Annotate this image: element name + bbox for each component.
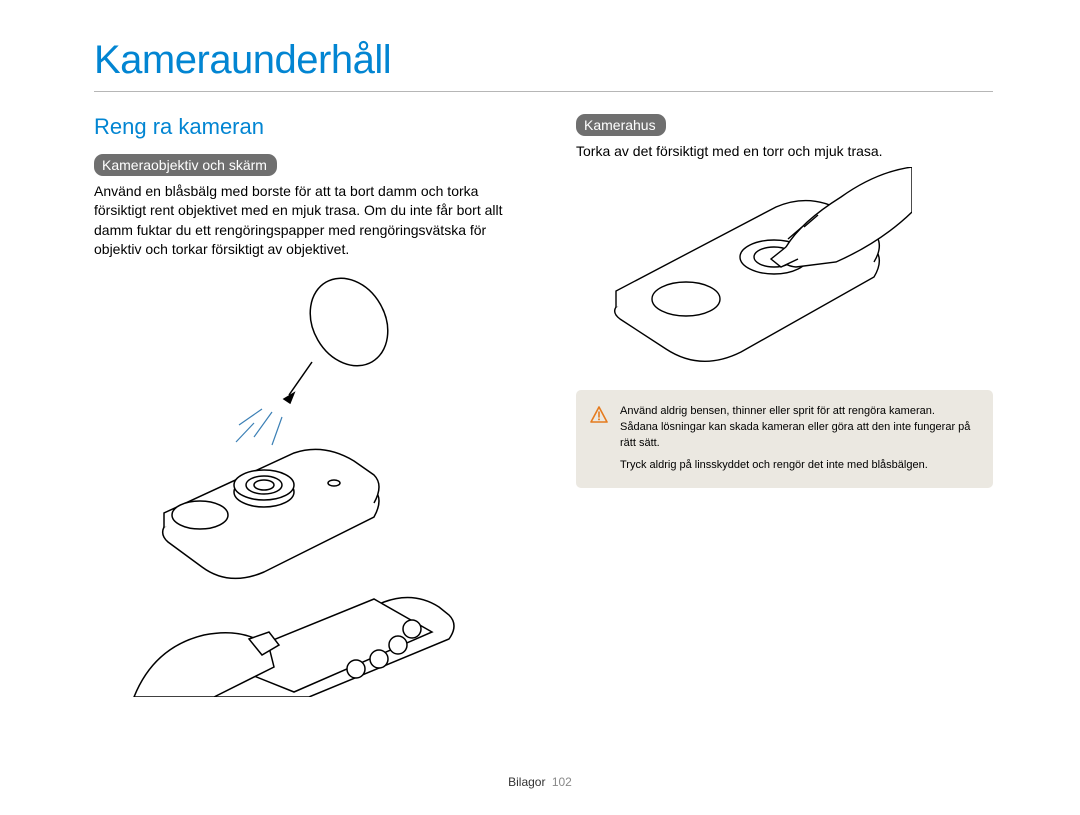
warning-line-1: Använd aldrig bensen, thinner eller spri…	[620, 404, 975, 452]
section-heading-clean-camera: Reng ra kameran	[94, 114, 532, 140]
left-column: Reng ra kameran Kameraobjektiv och skärm…	[94, 114, 532, 702]
footer-section: Bilagor	[508, 775, 545, 789]
warning-box: Använd aldrig bensen, thinner eller spri…	[576, 390, 993, 488]
subheading-lens-screen: Kameraobjektiv och skärm	[94, 154, 277, 176]
body-lens-screen: Använd en blåsbälg med borste för att ta…	[94, 182, 532, 259]
warning-triangle-icon	[590, 406, 608, 424]
illustration-blower-icon	[94, 267, 532, 697]
warning-text: Använd aldrig bensen, thinner eller spri…	[620, 404, 975, 474]
warning-line-2: Tryck aldrig på linsskyddet och rengör d…	[620, 458, 975, 474]
title-divider	[94, 91, 993, 92]
subheading-camera-body: Kamerahus	[576, 114, 666, 136]
content-columns: Reng ra kameran Kameraobjektiv och skärm…	[94, 114, 993, 702]
page-title: Kameraunderhåll	[94, 38, 993, 83]
body-camera-body: Torka av det försiktigt med en torr och …	[576, 142, 993, 161]
right-column: Kamerahus Torka av det försiktigt med en…	[576, 114, 993, 702]
illustration-lens-wipe-icon	[586, 167, 912, 367]
page-footer: Bilagor 102	[0, 775, 1080, 789]
footer-page-number: 102	[552, 775, 572, 789]
